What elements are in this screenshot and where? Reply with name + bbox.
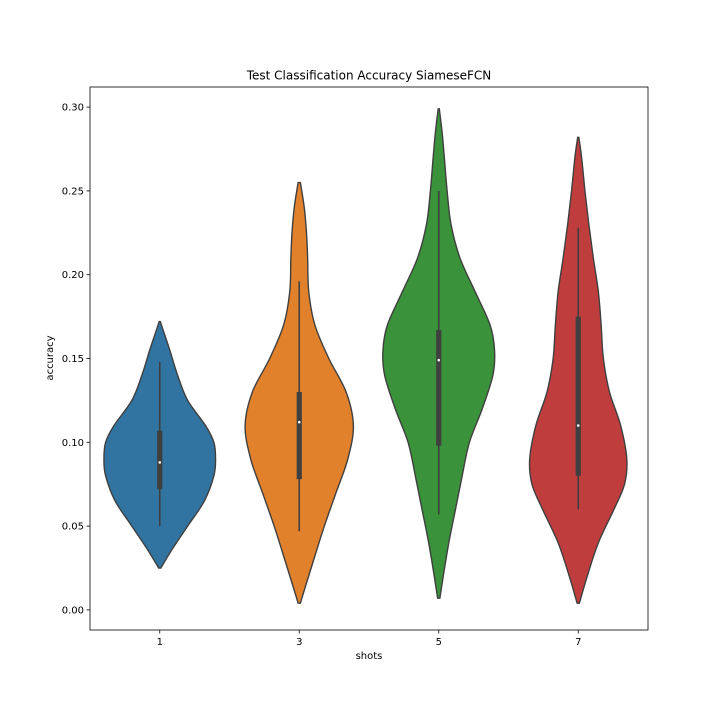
y-axis-label: accuracy <box>45 335 56 380</box>
x-axis-label: shots <box>356 651 383 662</box>
x-tick-label: 7 <box>575 637 581 648</box>
violin-median-point <box>158 461 162 464</box>
x-tick-label: 3 <box>296 637 302 648</box>
violin-3 <box>244 181 355 604</box>
violin-7 <box>528 136 628 604</box>
violin-iqr-box <box>436 330 442 446</box>
y-tick-label: 0.20 <box>62 270 84 281</box>
violin-1 <box>103 320 217 569</box>
x-axis: 1 3 5 7 <box>157 630 581 648</box>
violin-iqr-box <box>575 316 581 476</box>
x-tick-label: 5 <box>436 637 442 648</box>
y-tick-label: 0.10 <box>62 438 84 449</box>
violin-iqr-box <box>296 392 302 480</box>
y-axis: 0.00 0.05 0.10 0.15 0.20 0.25 0.30 <box>62 103 90 616</box>
violin-median-point <box>576 424 580 427</box>
violin-5 <box>382 108 496 599</box>
violin-median-point <box>297 420 301 424</box>
y-tick-label: 0.00 <box>62 605 84 616</box>
x-tick-label: 1 <box>157 637 163 648</box>
chart-title: Test Classification Accuracy SiameseFCN <box>246 69 492 83</box>
y-tick-label: 0.30 <box>62 103 84 114</box>
violin-median-point <box>437 358 441 362</box>
violin-iqr-box <box>157 430 163 490</box>
y-tick-label: 0.05 <box>62 522 84 533</box>
y-tick-label: 0.25 <box>62 186 84 197</box>
y-tick-label: 0.15 <box>62 354 84 365</box>
violins-group <box>103 108 628 604</box>
